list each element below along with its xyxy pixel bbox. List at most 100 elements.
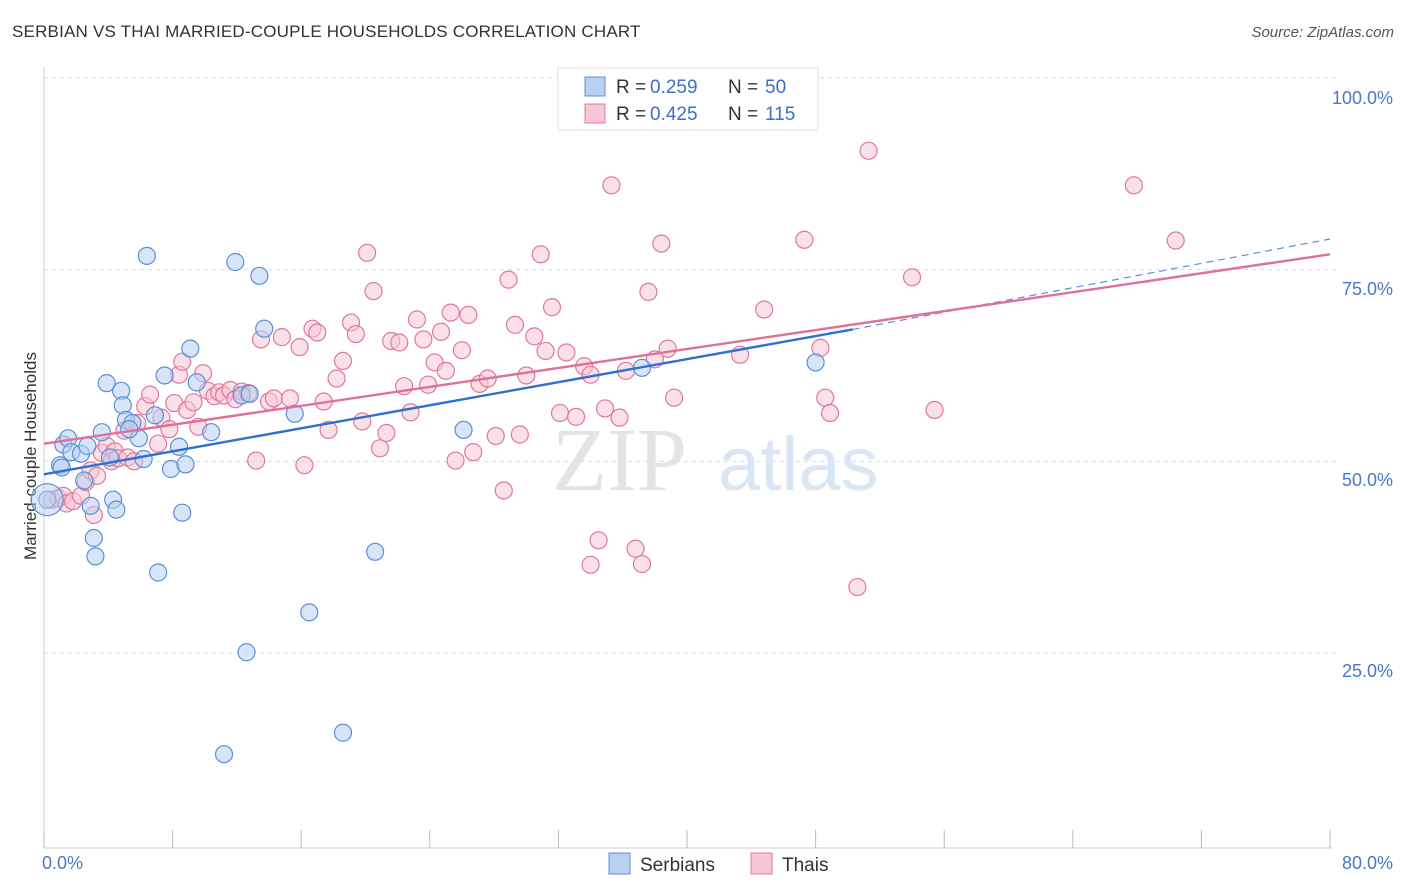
serbian-point xyxy=(86,547,105,566)
serbian-point xyxy=(454,420,473,439)
thai-point xyxy=(820,403,840,423)
thai-point xyxy=(419,375,438,394)
legend-n-label: N = xyxy=(728,77,758,98)
serbian-point xyxy=(226,252,245,272)
thai-point xyxy=(327,369,346,388)
serbian-point xyxy=(176,455,195,474)
legend-n-value-serbians: 50 xyxy=(765,77,786,98)
thais-trend-line xyxy=(43,253,1331,445)
thai-point xyxy=(557,343,576,362)
thai-point xyxy=(464,443,483,462)
bottom-legend-serbians: Serbians xyxy=(640,855,715,876)
legend-r-value-serbians: 0.259 xyxy=(650,77,698,98)
thai-point xyxy=(401,403,420,422)
thai-point xyxy=(140,385,160,404)
serbian-point xyxy=(333,723,353,742)
serbians-trend-line xyxy=(43,328,853,476)
legend-swatch-serbians xyxy=(584,76,606,97)
y-tick-label: 25.0% xyxy=(1342,661,1393,681)
thai-point xyxy=(247,451,266,470)
thai-point xyxy=(494,481,513,500)
thai-point xyxy=(531,245,550,264)
thai-point xyxy=(452,341,472,360)
serbian-point xyxy=(145,406,165,425)
thai-point xyxy=(589,531,608,550)
serbian-point xyxy=(137,246,156,265)
serbian-point-cluster xyxy=(30,483,64,517)
serbian-point xyxy=(155,366,174,385)
serbian-point xyxy=(240,384,259,403)
thai-point xyxy=(446,451,465,470)
thai-point xyxy=(848,577,867,597)
serbian-point xyxy=(214,745,234,764)
thai-point xyxy=(364,282,383,301)
thai-point xyxy=(525,327,544,346)
serbian-point xyxy=(250,266,269,285)
serbian-point xyxy=(75,471,94,490)
serbian-point xyxy=(169,437,189,456)
thai-point xyxy=(566,407,586,426)
serbian-point xyxy=(84,528,103,548)
thai-point xyxy=(280,389,300,408)
thai-point xyxy=(816,388,835,407)
thai-point xyxy=(902,268,922,287)
trend-lines xyxy=(43,238,1331,476)
gridlines xyxy=(44,77,1340,654)
thai-point xyxy=(290,338,309,357)
serbian-point xyxy=(300,603,319,622)
thai-point xyxy=(639,282,658,301)
x-tick-label-min: 0.0% xyxy=(42,853,83,873)
thai-point xyxy=(346,324,365,344)
thai-point xyxy=(295,456,314,475)
y-axis-title: Married-couple Households xyxy=(21,352,40,560)
thai-point xyxy=(436,361,455,380)
thai-point xyxy=(319,420,338,439)
series-legend: Serbians Thais xyxy=(608,852,828,876)
bottom-legend-thais: Thais xyxy=(782,855,828,876)
serbian-point xyxy=(285,404,304,423)
thai-point xyxy=(390,333,409,352)
thai-point xyxy=(499,270,518,289)
source-label: Source: ZipAtlas.com xyxy=(1251,24,1394,41)
thai-point xyxy=(536,341,555,361)
thai-point xyxy=(431,322,451,341)
serbian-point xyxy=(366,542,385,561)
serbian-point xyxy=(107,500,126,519)
x-tick-label-max: 80.0% xyxy=(1342,853,1393,873)
thais-series xyxy=(42,141,1185,597)
serbian-point xyxy=(173,503,192,522)
thai-point xyxy=(149,434,168,453)
legend-r-label: R = xyxy=(616,104,646,125)
bottom-legend-swatch-serbians xyxy=(608,852,631,875)
thai-point xyxy=(441,303,460,322)
thai-point xyxy=(795,230,814,249)
legend-r-value-thais: 0.425 xyxy=(650,104,698,125)
thai-point xyxy=(925,400,944,420)
serbian-point xyxy=(181,339,200,358)
serbian-point xyxy=(78,436,97,456)
thai-point xyxy=(1166,231,1185,250)
serbians-trend-extension xyxy=(852,238,1331,331)
x-ticks xyxy=(43,830,1331,848)
legend-n-label: N = xyxy=(728,104,758,125)
serbian-point xyxy=(806,353,825,372)
serbian-point xyxy=(255,319,274,338)
serbian-point xyxy=(202,423,221,442)
thai-point xyxy=(581,555,600,574)
thai-point xyxy=(370,439,390,458)
watermark-atlas: atlas xyxy=(718,422,879,507)
thai-point xyxy=(517,366,536,385)
watermark-zip: ZIP xyxy=(552,411,687,510)
serbian-point xyxy=(97,374,116,393)
thai-point xyxy=(610,408,629,427)
bottom-legend-swatch-thais xyxy=(750,852,773,875)
thai-point xyxy=(264,389,283,408)
thai-point xyxy=(333,351,353,370)
serbians-series xyxy=(30,68,825,764)
serbian-point xyxy=(92,423,111,442)
thai-point xyxy=(658,339,677,358)
y-tick-label: 50.0% xyxy=(1342,470,1393,490)
serbian-point xyxy=(81,496,100,515)
thai-point xyxy=(626,539,645,558)
